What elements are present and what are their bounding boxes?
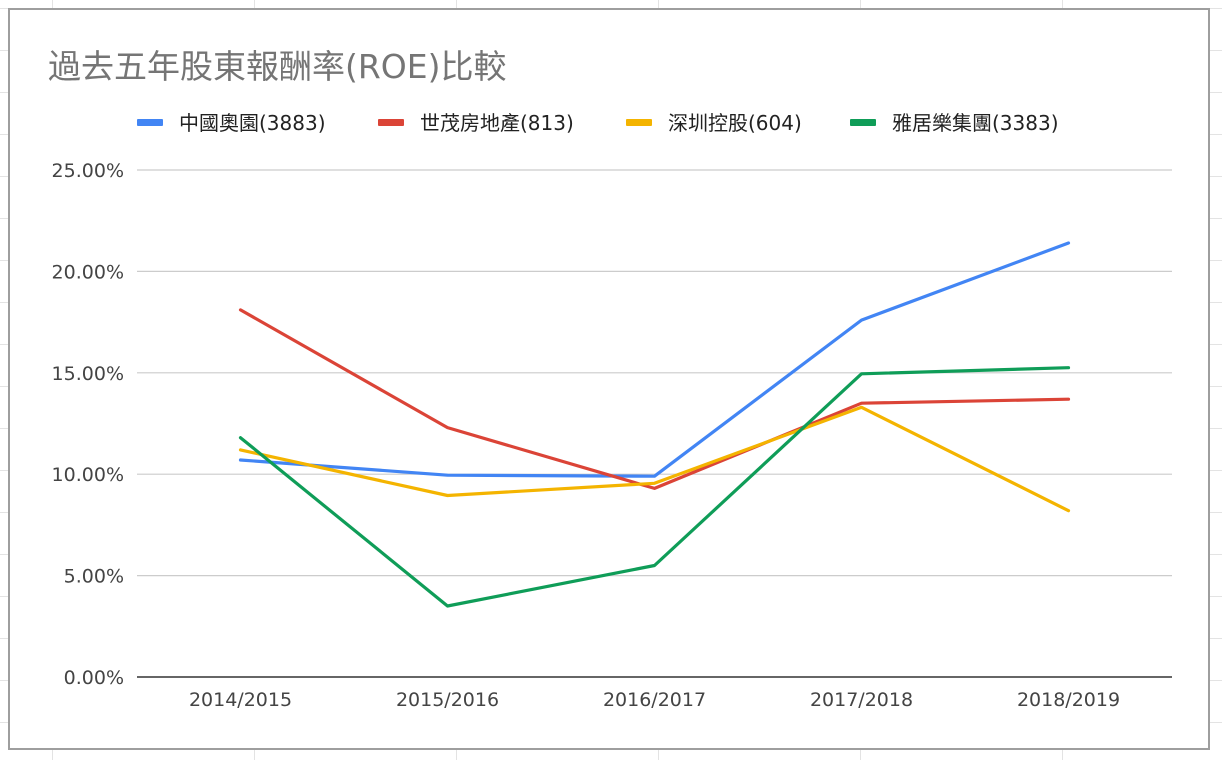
legend-swatch: [626, 119, 652, 126]
legend-swatch: [850, 119, 876, 126]
gridlines: [137, 169, 1172, 678]
y-tick-label: 5.00%: [64, 566, 124, 588]
series-line-3[interactable]: [238, 405, 1071, 513]
x-tick-label: 2016/2017: [603, 689, 706, 711]
x-tick-label: 2017/2018: [810, 689, 913, 711]
y-tick-label: 0.00%: [64, 667, 124, 689]
chart-title: 過去五年股東報酬率(ROE)比較: [48, 47, 507, 86]
chart-container[interactable]: [8, 8, 1210, 750]
legend-label[interactable]: 雅居樂集團(3383): [892, 111, 1059, 135]
y-tick-label: 20.00%: [52, 261, 124, 283]
series-line-1[interactable]: [238, 241, 1071, 478]
series-lines: [238, 241, 1071, 608]
y-axis-ticks: 0.00% 5.00% 10.00% 15.00% 20.00% 25.00%: [52, 160, 124, 689]
legend-swatch: [137, 119, 163, 126]
legend-label[interactable]: 中國奧園(3883): [179, 111, 326, 135]
y-tick-label: 15.00%: [52, 363, 124, 385]
legend-label[interactable]: 深圳控股(604): [668, 111, 802, 135]
x-tick-label: 2015/2016: [396, 689, 499, 711]
series-line-4[interactable]: [238, 366, 1071, 608]
x-tick-label: 2018/2019: [1017, 689, 1120, 711]
series-line-2[interactable]: [238, 308, 1071, 490]
x-tick-label: 2014/2015: [189, 689, 292, 711]
y-tick-label: 10.00%: [52, 464, 124, 486]
legend: 中國奧園(3883) 世茂房地產(813) 深圳控股(604) 雅居樂集團(3383): [137, 111, 1059, 135]
legend-swatch: [378, 119, 404, 126]
x-axis-ticks: 2014/2015 2015/2016 2016/2017 2017/2018 2018…: [189, 689, 1120, 711]
legend-label[interactable]: 世茂房地產(813): [420, 111, 574, 135]
y-tick-label: 25.00%: [52, 160, 124, 182]
